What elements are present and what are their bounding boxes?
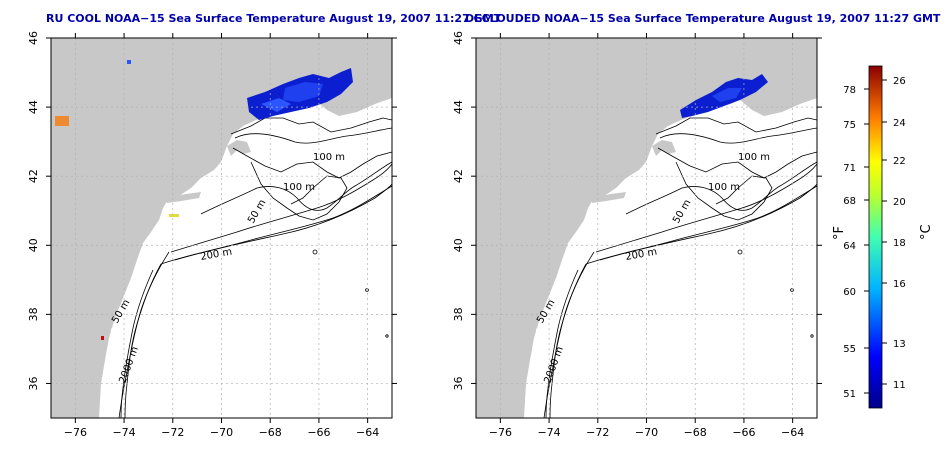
right-x-tick-label: −64 bbox=[781, 426, 804, 439]
colorbar-celsius-label: 26 bbox=[893, 76, 906, 87]
colorbar-fahrenheit-label: 75 bbox=[843, 120, 856, 131]
right-y-tick-label: 38 bbox=[452, 307, 465, 321]
left-x-tick-label: −68 bbox=[259, 426, 282, 439]
contour-label-100m-a: 100 m bbox=[738, 152, 770, 163]
right-x-tick-label: −68 bbox=[684, 426, 707, 439]
colorbar-fahrenheit-label: 64 bbox=[843, 241, 856, 252]
left-y-tick-label: 44 bbox=[27, 100, 40, 114]
colorbar-celsius-label: 13 bbox=[893, 339, 906, 350]
right-x-tick-label: −66 bbox=[732, 426, 755, 439]
colorbar-fahrenheit-label: 68 bbox=[843, 196, 856, 207]
colorbar-gradient bbox=[868, 65, 883, 409]
colorbar-fahrenheit-label: 71 bbox=[843, 163, 856, 174]
left-x-tick-label: −76 bbox=[64, 426, 87, 439]
left-y-tick-label: 40 bbox=[27, 238, 40, 252]
contour-label-100m-a: 100 m bbox=[313, 152, 345, 163]
left-y-tick-label: 36 bbox=[27, 376, 40, 390]
contour-label-100m-b: 100 m bbox=[283, 182, 315, 193]
left-y-tick-label: 38 bbox=[27, 307, 40, 321]
right-x-tick-label: −70 bbox=[635, 426, 658, 439]
right-x-tick-label: −72 bbox=[586, 426, 609, 439]
colorbar-fahrenheit-label: 78 bbox=[843, 85, 856, 96]
colorbar-fahrenheit-label: 51 bbox=[843, 389, 856, 400]
right-y-tick-label: 42 bbox=[452, 169, 465, 183]
left-y-tick-label: 46 bbox=[27, 31, 40, 45]
right-axes: −76 −74 −72 −70 −68 −66 −64 46 44 42 40 38 36 bbox=[452, 31, 822, 439]
left-sst-cold-patch bbox=[247, 68, 353, 120]
unit-fahrenheit: °F bbox=[832, 226, 847, 240]
left-x-tick-label: −70 bbox=[210, 426, 233, 439]
contour-label-200m: 200 m bbox=[625, 247, 658, 263]
right-grid bbox=[476, 37, 817, 418]
right-x-tick-label: −74 bbox=[537, 426, 560, 439]
colorbar-fahrenheit-label: 60 bbox=[843, 287, 856, 298]
colorbar-celsius-label: 18 bbox=[893, 238, 906, 249]
contour-label-100m-b: 100 m bbox=[708, 182, 740, 193]
colorbar-celsius-label: 24 bbox=[893, 118, 906, 129]
colorbar-labels: 78 75 71 68 64 60 55 51 26 24 22 20 18 16 13 11 bbox=[843, 76, 905, 400]
colorbar: 78 75 71 68 64 60 55 51 26 24 22 20 18 16 13 11 °F °C bbox=[832, 65, 934, 409]
unit-celsius: °C bbox=[919, 224, 934, 240]
right-y-tick-label: 44 bbox=[452, 100, 465, 114]
left-x-tick-label: −72 bbox=[161, 426, 184, 439]
colorbar-celsius-label: 22 bbox=[893, 156, 906, 167]
right-map-panel: 100 m 100 m 50 m 200 m 50 m 2000 m −76 −7… bbox=[452, 31, 822, 439]
right-panel-title: DECLOUDED NOAA−15 Sea Surface Temperatur… bbox=[465, 12, 941, 25]
left-y-tick-label: 42 bbox=[27, 169, 40, 183]
right-x-tick-label: −76 bbox=[489, 426, 512, 439]
left-sst-warm-specks bbox=[55, 60, 179, 340]
left-map-panel: 100 m 100 m 50 m 200 m 50 m 2000 m −76 −7… bbox=[27, 31, 397, 439]
right-y-tick-label: 46 bbox=[452, 31, 465, 45]
colorbar-fahrenheit-label: 55 bbox=[843, 344, 856, 355]
left-x-tick-label: −74 bbox=[112, 426, 135, 439]
colorbar-celsius-label: 11 bbox=[893, 380, 906, 391]
left-x-tick-label: −66 bbox=[307, 426, 330, 439]
left-axes: −76 −74 −72 −70 −68 −66 −64 46 44 42 40 38 36 bbox=[27, 31, 397, 439]
right-y-tick-label: 40 bbox=[452, 238, 465, 252]
right-y-tick-label: 36 bbox=[452, 376, 465, 390]
colorbar-celsius-label: 16 bbox=[893, 279, 906, 290]
left-panel-title: RU COOL NOAA−15 Sea Surface Temperature … bbox=[46, 12, 502, 25]
left-x-tick-label: −64 bbox=[356, 426, 379, 439]
contour-label-200m: 200 m bbox=[200, 247, 233, 263]
colorbar-celsius-label: 20 bbox=[893, 197, 906, 208]
